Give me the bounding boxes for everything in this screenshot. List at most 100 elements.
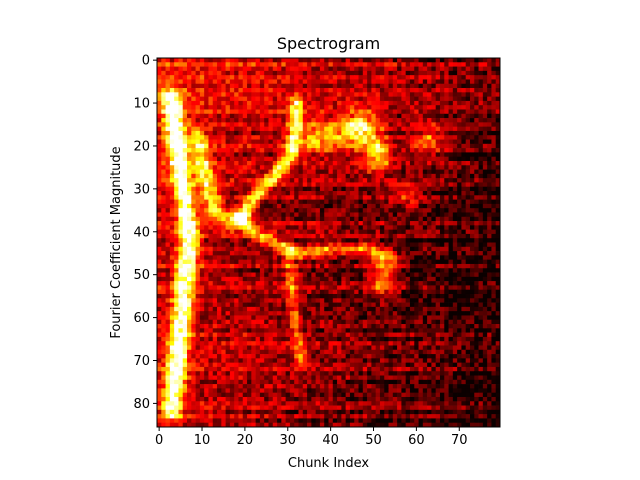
heatmap-cell [435, 118, 441, 123]
heatmap-cell [397, 92, 402, 97]
heatmap-cell [444, 88, 449, 93]
heatmap-cell [178, 105, 184, 110]
heatmap-cell [229, 156, 235, 162]
heatmap-cell [448, 83, 454, 89]
heatmap-cell [298, 251, 304, 256]
heatmap-cell [204, 225, 209, 230]
heatmap-cell [487, 130, 492, 136]
heatmap-cell [195, 75, 201, 80]
heatmap-cell [195, 191, 201, 196]
heatmap-cell [255, 324, 261, 329]
heatmap-cell [298, 272, 304, 278]
heatmap-cell [418, 225, 424, 230]
heatmap-cell [255, 233, 261, 239]
heatmap-cell [341, 88, 346, 93]
heatmap-cell [169, 83, 175, 89]
heatmap-cell [294, 113, 299, 119]
heatmap-cell [204, 186, 209, 192]
heatmap-cell [195, 83, 201, 89]
heatmap-cell [332, 135, 338, 140]
heatmap-cell [392, 58, 398, 63]
heatmap-cell [315, 302, 321, 308]
heatmap-cell [315, 259, 321, 265]
heatmap-cell [264, 105, 269, 110]
heatmap-cell [165, 306, 171, 312]
heatmap-cell [187, 306, 192, 312]
heatmap-cell [238, 199, 244, 205]
heatmap-cell [217, 66, 222, 72]
heatmap-cell [225, 225, 231, 230]
heatmap-cell [298, 88, 304, 93]
heatmap-cell [302, 233, 308, 239]
heatmap-cell [495, 285, 501, 291]
heatmap-cell [242, 186, 248, 192]
heatmap-cell [452, 242, 458, 248]
heatmap-cell [418, 113, 424, 119]
heatmap-cell [307, 289, 312, 295]
heatmap-cell [401, 216, 407, 222]
heatmap-cell [199, 281, 205, 286]
heatmap-cell [397, 212, 402, 218]
heatmap-cell [247, 259, 252, 265]
heatmap-cell [328, 255, 334, 261]
heatmap-cell [414, 92, 419, 97]
heatmap-cell [444, 221, 449, 226]
heatmap-cell [238, 276, 244, 282]
heatmap-cell [362, 96, 368, 102]
heatmap-cell [457, 100, 462, 106]
heatmap-cell [225, 122, 231, 127]
heatmap-cell [221, 285, 226, 291]
heatmap-cell [195, 156, 201, 162]
heatmap-cell [375, 113, 381, 119]
heatmap-cell [418, 315, 424, 321]
heatmap-cell [358, 268, 364, 273]
heatmap-cell [311, 96, 316, 102]
heatmap-cell [255, 173, 261, 179]
heatmap-cell [238, 66, 244, 72]
heatmap-cell [397, 152, 402, 158]
heatmap-cell [238, 216, 244, 222]
heatmap-cell [204, 135, 209, 140]
heatmap-cell [199, 156, 205, 162]
heatmap-cell [409, 263, 415, 269]
heatmap-cell [191, 70, 196, 76]
heatmap-cell [384, 79, 389, 85]
heatmap-cell [388, 100, 394, 106]
heatmap-cell [285, 324, 291, 329]
heatmap-cell [251, 126, 256, 132]
heatmap-cell [482, 160, 488, 166]
heatmap-cell [234, 242, 239, 248]
heatmap-cell [337, 66, 342, 72]
heatmap-cell [495, 225, 501, 230]
heatmap-cell [165, 285, 171, 291]
heatmap-cell [264, 306, 269, 312]
heatmap-cell [452, 272, 458, 278]
heatmap-cell [311, 100, 316, 106]
heatmap-cell [319, 173, 325, 179]
heatmap-cell [469, 100, 475, 106]
heatmap-cell [157, 195, 162, 200]
heatmap-cell [427, 126, 432, 132]
heatmap-cell [422, 302, 428, 308]
heatmap-cell [251, 70, 256, 76]
heatmap-cell [285, 289, 291, 295]
heatmap-cell [307, 173, 312, 179]
heatmap-cell [251, 195, 256, 200]
heatmap-cell [285, 259, 291, 265]
heatmap-cell [212, 130, 218, 136]
heatmap-cell [217, 298, 222, 303]
heatmap-cell [208, 186, 214, 192]
heatmap-cell [157, 251, 162, 256]
heatmap-cell [315, 281, 321, 286]
heatmap-cell [431, 156, 437, 162]
heatmap-cell [474, 92, 479, 97]
heatmap-cell [422, 75, 428, 80]
heatmap-cell [487, 118, 492, 123]
heatmap-cell [337, 285, 342, 291]
heatmap-cell [414, 285, 419, 291]
heatmap-cell [229, 148, 235, 153]
heatmap-cell [345, 118, 351, 123]
heatmap-cell [435, 178, 441, 183]
heatmap-cell [319, 191, 325, 196]
heatmap-cell [204, 92, 209, 97]
